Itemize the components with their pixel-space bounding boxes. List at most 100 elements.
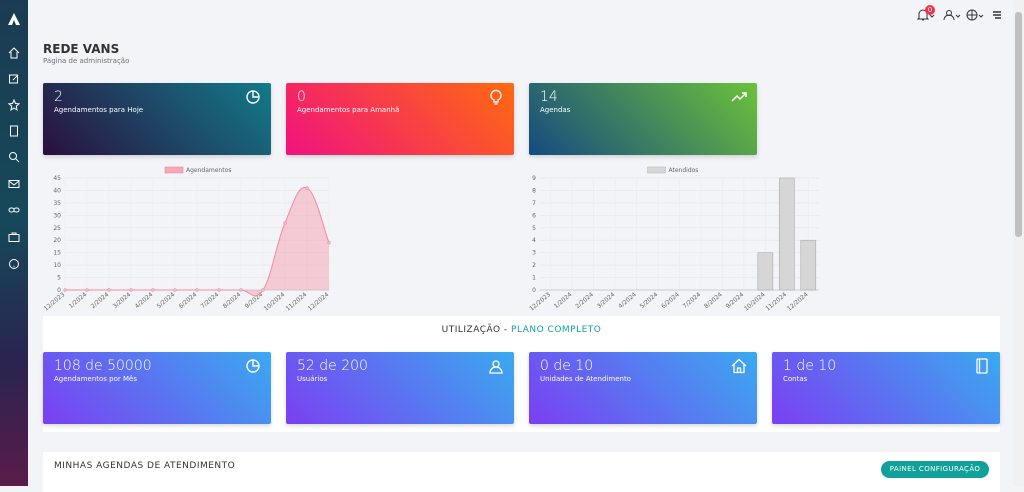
- card-value: 14: [540, 89, 558, 105]
- nav-mail[interactable]: [8, 178, 20, 190]
- card-value: 108 de 50000: [54, 358, 152, 374]
- nav-briefcase[interactable]: [8, 231, 20, 243]
- y-tick-label: 5: [532, 225, 536, 232]
- y-tick-label: 3: [532, 250, 536, 257]
- page-subtitle: Página de administração: [43, 57, 130, 65]
- y-tick-label: 20: [53, 237, 61, 244]
- card-label: Agendamentos para Hoje: [54, 106, 144, 114]
- y-tick-label: 2: [532, 262, 536, 269]
- notification-badge: 0: [925, 5, 935, 15]
- y-tick-label: 0: [57, 287, 61, 294]
- card-icon: [489, 360, 503, 374]
- card-label: Agendamentos por Mês: [54, 375, 137, 383]
- y-tick-label: 30: [53, 212, 61, 219]
- y-tick-label: 45: [53, 175, 61, 182]
- card-value: 0: [297, 89, 306, 105]
- x-tick-label: 3/2024: [112, 291, 133, 310]
- x-tick-label: 2/2024: [574, 291, 595, 310]
- point: [63, 288, 67, 292]
- x-tick-label: 2/2024: [90, 291, 111, 310]
- config-button[interactable]: PAINEL CONFIGURAÇÃO: [881, 461, 989, 478]
- nav-search[interactable]: [8, 151, 20, 163]
- card-icon: [246, 90, 260, 104]
- card-value: 0 de 10: [540, 358, 594, 374]
- stat-card: 0 Agendamentos para Amanhã: [286, 83, 514, 155]
- usage-card: 52 de 200 Usuários: [286, 352, 514, 424]
- sidebar: [0, 0, 28, 486]
- y-tick-label: 8: [532, 187, 536, 194]
- x-tick-label: 12/2023: [528, 291, 552, 312]
- x-tick-label: 8/2024: [222, 291, 243, 310]
- point: [151, 288, 155, 292]
- x-tick-label: 11/2024: [764, 291, 788, 312]
- stat-card: 2 Agendamentos para Hoje: [43, 83, 271, 155]
- x-tick-label: 10/2024: [743, 291, 767, 312]
- y-tick-label: 35: [53, 200, 61, 207]
- x-tick-label: 11/2024: [285, 291, 309, 312]
- nav-star[interactable]: [8, 99, 20, 111]
- x-tick-label: 12/2024: [307, 291, 331, 312]
- line-area: [65, 187, 329, 296]
- legend-swatch: [164, 166, 184, 174]
- y-tick-label: 40: [53, 187, 61, 194]
- y-tick-label: 9: [532, 175, 536, 182]
- chart: Agendamentos 0 5 10 15 20 25 30 35 40 45 12/2023 1/2…: [43, 166, 331, 312]
- top-toolbar: [916, 9, 1001, 21]
- card-icon: [731, 92, 747, 102]
- user-menu[interactable]: [943, 10, 961, 21]
- point: [305, 186, 309, 190]
- bar: [778, 177, 795, 291]
- point: [195, 288, 199, 292]
- usage-title-text: UTILIZAÇÃO -: [441, 325, 508, 335]
- x-tick-label: 5/2024: [156, 291, 177, 310]
- bar: [757, 252, 774, 291]
- scroll-thumb: [1015, 12, 1022, 237]
- y-tick-label: 1: [532, 275, 536, 282]
- nav-book[interactable]: [8, 125, 20, 137]
- y-tick-label: 25: [53, 225, 61, 232]
- y-tick-label: 15: [53, 250, 61, 257]
- x-tick-label: 3/2024: [596, 291, 617, 310]
- stat-card: 14 Agendas: [529, 83, 757, 155]
- chart: Atendidos 0 1 2 3 4 5 6 7 8 9 12/2023 1/2024 2/2024 3/…: [528, 166, 819, 312]
- scrollbar: [1013, 0, 1024, 486]
- card-label: Agendas: [540, 106, 571, 114]
- x-tick-label: 4/2024: [617, 291, 638, 310]
- usage-card: 108 de 50000 Agendamentos por Mês: [43, 352, 271, 424]
- card-icon: [976, 358, 988, 374]
- card-value: 1 de 10: [783, 358, 837, 374]
- y-tick-label: 0: [532, 287, 536, 294]
- card-label: Unidades de Atendimento: [540, 375, 631, 383]
- card-icon: [731, 358, 747, 374]
- x-tick-label: 12/2023: [43, 291, 67, 312]
- bar: [800, 239, 817, 291]
- usage-card: 0 de 10 Unidades de Atendimento: [529, 352, 757, 424]
- agendas-title: MINHAS AGENDAS DE ATENDIMENTO: [54, 461, 236, 471]
- card-icon: [246, 359, 260, 373]
- legend-label: Atendidos: [669, 167, 699, 174]
- nav-edit[interactable]: [8, 73, 20, 85]
- x-tick-label: 7/2024: [682, 291, 703, 310]
- point: [129, 288, 133, 292]
- card-icon: [490, 89, 502, 105]
- nav-link[interactable]: [8, 204, 20, 216]
- x-tick-label: 4/2024: [134, 291, 155, 310]
- point: [283, 221, 287, 225]
- language-menu[interactable]: [966, 9, 984, 21]
- menu-toggle[interactable]: [993, 11, 1001, 19]
- y-tick-label: 6: [532, 212, 536, 219]
- page-title: REDE VANS: [43, 42, 120, 56]
- x-tick-label: 1/2024: [68, 291, 89, 310]
- card-label: Agendamentos para Amanhã: [297, 106, 400, 114]
- card-label: Contas: [783, 375, 808, 383]
- card-value: 52 de 200: [297, 358, 368, 374]
- x-tick-label: 6/2024: [178, 291, 199, 310]
- nav-home[interactable]: [8, 47, 20, 59]
- x-tick-label: 10/2024: [263, 291, 287, 312]
- nav-help[interactable]: [8, 258, 20, 270]
- point: [173, 288, 177, 292]
- logo: [8, 13, 20, 25]
- usage-plan: PLANO COMPLETO: [511, 325, 602, 335]
- card-value: 2: [54, 89, 63, 105]
- legend-swatch: [647, 166, 666, 174]
